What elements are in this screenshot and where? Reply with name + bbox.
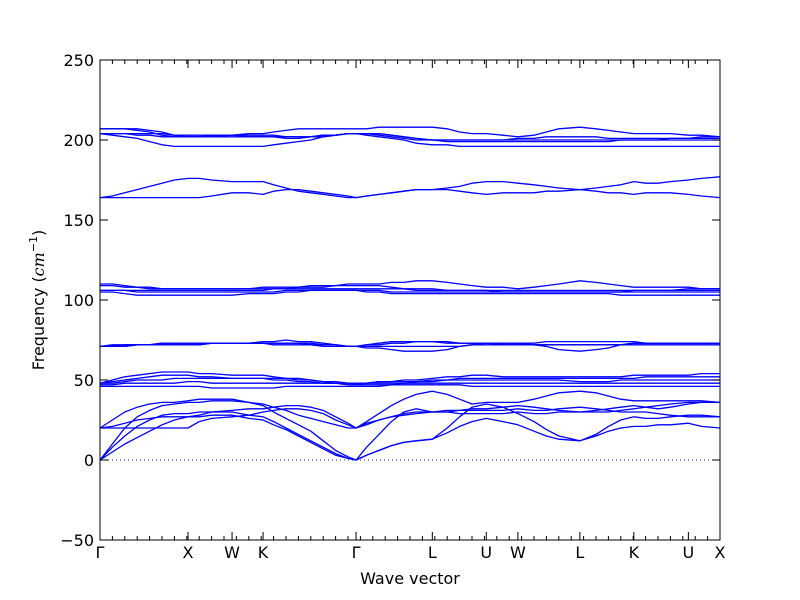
y-axis-title-exponent: −1 [27, 236, 40, 252]
x-tick-label: K [258, 543, 269, 562]
x-tick-label: L [428, 543, 437, 562]
band-line-16 [100, 289, 720, 296]
band-line-8 [100, 380, 720, 386]
band-line-2 [99, 403, 721, 461]
plot-frame [99, 59, 721, 541]
band-line-1 [99, 414, 721, 461]
y-axis-title-text: Frequency ( [29, 276, 48, 370]
band-line-14 [100, 339, 720, 352]
band-line-23 [99, 132, 720, 148]
x-tick-label: W [510, 543, 526, 562]
x-tick-label: U [683, 543, 695, 562]
band-line-4 [99, 390, 721, 429]
axis-ticks [99, 59, 721, 541]
band-line-18 [100, 288, 720, 293]
x-tick-label: K [629, 543, 640, 562]
x-tick-label: W [224, 543, 240, 562]
band-line-3 [99, 400, 720, 461]
band-line-22 [100, 188, 721, 199]
band-line-26 [100, 128, 720, 141]
band-line-20 [100, 280, 720, 290]
x-tick-label: X [183, 543, 194, 562]
y-axis-title-unit: cm [29, 252, 48, 276]
y-tick-label: 200 [63, 131, 94, 150]
x-tick-label: Γ [96, 543, 105, 562]
x-tick-label: X [715, 543, 726, 562]
x-tick-label: Γ [352, 543, 361, 562]
y-tick-label: 50 [74, 371, 94, 390]
band-line-21 [99, 176, 721, 199]
band-line-9 [100, 377, 720, 384]
band-line-6 [99, 404, 720, 429]
y-tick-label: 250 [63, 51, 94, 70]
x-tick-label: L [575, 543, 584, 562]
band-line-11 [99, 371, 720, 386]
band-line-7 [100, 384, 720, 389]
band-line-27 [100, 126, 721, 138]
y-axis-title-close: ) [29, 230, 48, 236]
y-tick-label: 100 [63, 291, 94, 310]
x-axis-title: Wave vector [360, 569, 460, 588]
y-tick-label: 150 [63, 211, 94, 230]
y-tick-label: 0 [84, 451, 94, 470]
y-axis-title: Frequency (cm−1) [27, 230, 48, 371]
y-tick-label: −50 [60, 531, 94, 550]
x-tick-label: U [480, 543, 492, 562]
band-line-15 [100, 340, 720, 348]
band-lines [99, 126, 721, 461]
